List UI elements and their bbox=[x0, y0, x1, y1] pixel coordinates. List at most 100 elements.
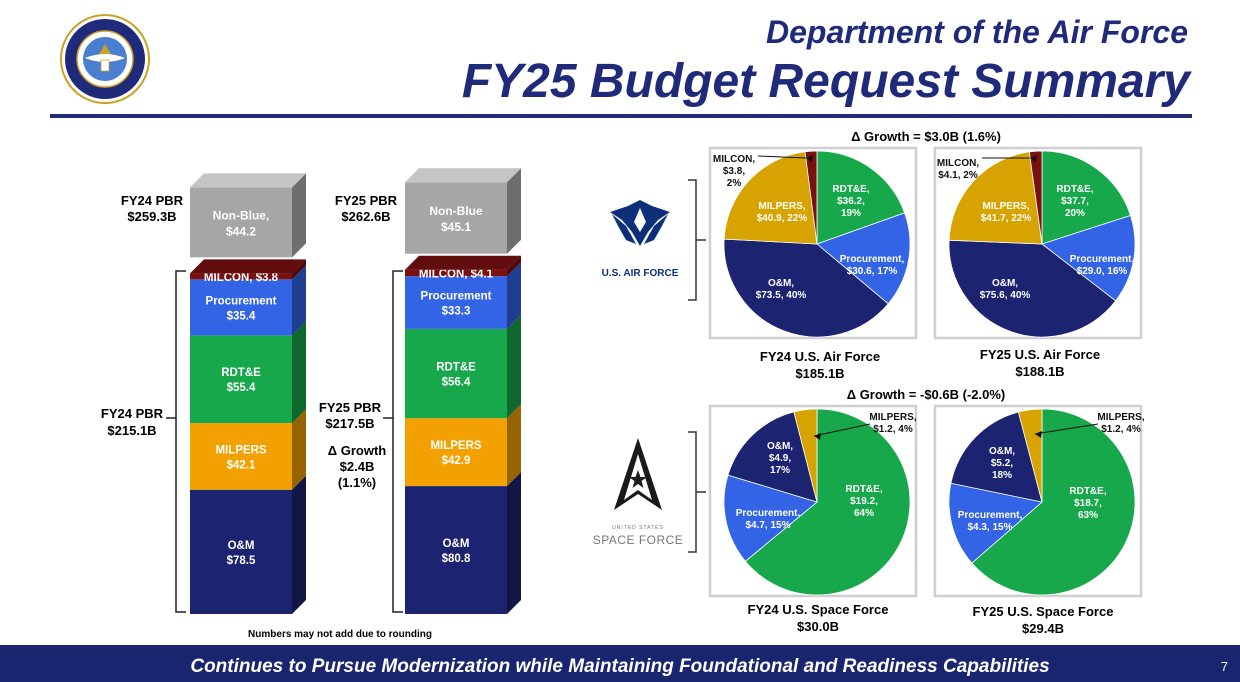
fy25-total-name: FY25 PBR bbox=[335, 193, 398, 208]
stacked-bar-chart: O&M $78.5 MILPERS $42.1 RDT&E $55.4 Procuremen… bbox=[190, 168, 521, 614]
pie-slice-procurement-fy25-u-s-air-force bbox=[1041, 214, 1136, 302]
pie-fy24-u-s-space-force: RDT&E, $19.2, 64% Procurement, $4.7, 15% O&M,… bbox=[723, 408, 917, 596]
non-blue-side-fy24-pbr bbox=[292, 173, 306, 258]
non-blue-side-fy25-pbr bbox=[507, 168, 521, 254]
bar-fy24-pbr: O&M $78.5 MILPERS $42.1 RDT&E $55.4 Procuremen… bbox=[190, 259, 306, 614]
bar-side-rdtande-fy24-pbr bbox=[292, 321, 306, 424]
non-blue-fy25-pbr: Non-Blue $45.1 bbox=[405, 168, 521, 254]
bar-fy25-pbr: O&M $80.8 MILPERS $42.9 RDT&E $56.4 Procuremen… bbox=[405, 255, 521, 614]
pie-slice-milcon-fy24-u-s-air-force bbox=[804, 150, 818, 245]
bar-label-milpers-fy24-pbr: MILPERS bbox=[215, 444, 266, 456]
fy25-blue-value: $217.5B bbox=[325, 416, 374, 431]
header-title-department: Department of the Air Force bbox=[766, 14, 1188, 50]
growth-label: Δ Growth bbox=[328, 443, 387, 458]
fy24-total-value: $259.3B bbox=[127, 209, 176, 224]
pie-fy24-u-s-air-force: RDT&E, $36.2, 19% Procurement, $30.6, 17% O&M… bbox=[713, 150, 911, 338]
non-blue-value-fy25-pbr: $45.1 bbox=[441, 220, 471, 234]
pie-fy25-u-s-air-force: RDT&E, $37.7, 20% Procurement, $29.0, 16% O&M… bbox=[937, 150, 1136, 338]
header-title-summary: FY25 Budget Request Summary bbox=[461, 55, 1190, 108]
pie-slice-rdtande-fy25-u-s-air-force bbox=[1041, 150, 1132, 245]
bar-value-oandm-fy24-pbr: $78.5 bbox=[227, 555, 256, 567]
pie-label-rdtande-fy25-u-s-air-force: RDT&E, $37.7, 20% bbox=[1056, 184, 1093, 219]
bar-label-procurement-fy25-pbr: Procurement bbox=[421, 291, 492, 303]
pie-leader-milpers-fy25-u-s-space-force bbox=[1034, 423, 1099, 435]
pie-leader-arrow-milpers-fy25-u-s-space-force bbox=[1035, 431, 1042, 438]
pie-label-milpers-fy25-u-s-space-force: MILPERS, $1.2, 4% bbox=[1097, 412, 1144, 435]
ussf-growth-header: Δ Growth = -$0.6B (-2.0%) bbox=[847, 387, 1006, 402]
pie-total-fy24-ussf: $30.0B bbox=[797, 619, 839, 634]
page-number: 7 bbox=[1220, 659, 1228, 674]
pie-label-milpers-fy24-u-s-space-force: MILPERS, $1.2, 4% bbox=[869, 412, 916, 435]
budget-charts: O&M $78.5 MILPERS $42.1 RDT&E $55.4 Procuremen… bbox=[101, 129, 1145, 640]
pie-total-fy25-usaf: $188.1B bbox=[1015, 364, 1064, 379]
usaf-growth-header: Δ Growth = $3.0B (1.6%) bbox=[851, 129, 1001, 144]
bar-value-milpers-fy25-pbr: $42.9 bbox=[442, 455, 471, 467]
pie-title-fy25-usaf: FY25 U.S. Air Force bbox=[980, 347, 1100, 362]
bar-segment-procurement-fy24-pbr bbox=[190, 279, 292, 336]
bar-label-milpers-fy25-pbr: MILPERS bbox=[430, 440, 481, 452]
pie-label-milcon-fy25-u-s-air-force: MILCON, $4.1, 2% bbox=[937, 158, 979, 181]
bar-value-rdtande-fy24-pbr: $55.4 bbox=[227, 382, 256, 394]
bar-segment-rdtande-fy24-pbr bbox=[190, 335, 292, 424]
pie-title-fy24-ussf: FY24 U.S. Space Force bbox=[748, 602, 889, 617]
pie-leader-arrow-milpers-fy24-u-s-space-force bbox=[814, 433, 821, 440]
footer-bar: Continues to Pursue Modernization while … bbox=[0, 645, 1240, 682]
pie-slice-milpers-fy24-u-s-space-force bbox=[793, 408, 818, 503]
bar-label-oandm-fy24-pbr: O&M bbox=[228, 540, 255, 552]
ussf-brace bbox=[688, 431, 697, 553]
bar-segment-rdtande-fy25-pbr bbox=[405, 328, 507, 419]
bar-segment-oandm-fy25-pbr bbox=[405, 486, 507, 614]
fy25-blue-bracket bbox=[392, 270, 403, 613]
bar-value-rdtande-fy25-pbr: $56.4 bbox=[442, 377, 471, 389]
bar-segment-milcon-fy24-pbr bbox=[190, 273, 292, 280]
pie-total-fy25-ussf: $29.4B bbox=[1022, 621, 1064, 636]
pie-label-milpers-fy25-u-s-air-force: MILPERS, $41.7, 22% bbox=[981, 201, 1032, 224]
non-blue-top-fy25-pbr bbox=[405, 168, 521, 183]
rounding-note: Numbers may not add due to rounding bbox=[248, 629, 432, 640]
growth-value: $2.4B bbox=[340, 459, 375, 474]
fy24-blue-value: $215.1B bbox=[107, 423, 156, 438]
bar-top-fy25-pbr bbox=[405, 255, 521, 270]
fy24-total-name: FY24 PBR bbox=[121, 193, 184, 208]
pie-slice-oandm-fy25-u-s-space-force bbox=[950, 411, 1043, 503]
non-blue-value-fy24-pbr: $44.2 bbox=[226, 224, 256, 238]
fy25-blue-name: FY25 PBR bbox=[319, 400, 382, 415]
pie-slice-milpers-fy24-u-s-air-force bbox=[723, 151, 818, 245]
pie-label-rdtande-fy24-u-s-air-force: RDT&E, $36.2, 19% bbox=[832, 184, 869, 219]
pie-title-fy24-usaf: FY24 U.S. Air Force bbox=[760, 349, 880, 364]
bar-side-milcon-fy25-pbr bbox=[507, 255, 521, 277]
non-blue-box-fy25-pbr bbox=[405, 182, 507, 254]
bar-side-oandm-fy24-pbr bbox=[292, 475, 306, 614]
bar-label-rdtande-fy25-pbr: RDT&E bbox=[436, 362, 476, 374]
pie-total-fy24-usaf: $185.1B bbox=[795, 366, 844, 381]
ussf-logo-small-text: UNITED STATES bbox=[612, 525, 664, 531]
pie-slice-oandm-fy24-u-s-air-force bbox=[723, 238, 889, 338]
pie-slice-oandm-fy24-u-s-space-force bbox=[727, 411, 818, 503]
pie-label-procurement-fy25-u-s-air-force: Procurement, $29.0, 16% bbox=[1070, 254, 1135, 277]
bar-side-oandm-fy25-pbr bbox=[507, 472, 521, 614]
bar-side-milpers-fy25-pbr bbox=[507, 404, 521, 487]
pie-label-milcon-fy24-u-s-air-force: MILCON, $3.8, 2% bbox=[713, 154, 755, 189]
footer-text: Continues to Pursue Modernization while … bbox=[190, 656, 1050, 677]
pie-slice-procurement-fy25-u-s-space-force bbox=[948, 482, 1043, 564]
bar-segment-oandm-fy24-pbr bbox=[190, 489, 292, 614]
pie-slice-oandm-fy25-u-s-air-force bbox=[948, 239, 1117, 338]
bar-value-oandm-fy25-pbr: $80.8 bbox=[442, 553, 471, 565]
pie-label-milpers-fy24-u-s-air-force: MILPERS, $40.9, 22% bbox=[757, 201, 808, 224]
pie-slice-milpers-fy25-u-s-air-force bbox=[948, 151, 1043, 245]
pie-slice-procurement-fy24-u-s-air-force bbox=[816, 212, 911, 305]
pie-slice-rdtande-fy24-u-s-air-force bbox=[816, 150, 906, 245]
bar-segment-procurement-fy25-pbr bbox=[405, 276, 507, 329]
non-blue-box-fy24-pbr bbox=[190, 187, 292, 258]
non-blue-label-fy25-pbr: Non-Blue bbox=[429, 204, 483, 218]
bar-segment-milcon-fy25-pbr bbox=[405, 269, 507, 277]
ussf-logo: UNITED STATES SPACE FORCE bbox=[593, 438, 683, 547]
pie-label-procurement-fy25-u-s-space-force: Procurement, $4.3, 15% bbox=[958, 510, 1023, 533]
bar-label-procurement-fy24-pbr: Procurement bbox=[206, 295, 277, 307]
bar-value-milpers-fy24-pbr: $42.1 bbox=[227, 459, 256, 471]
bar-segment-milpers-fy25-pbr bbox=[405, 418, 507, 487]
non-blue-top-fy24-pbr bbox=[190, 173, 306, 188]
pie-label-rdtande-fy25-u-s-space-force: RDT&E, $18.7, 63% bbox=[1069, 486, 1106, 521]
usaf-logo: U.S. AIR FORCE bbox=[602, 200, 679, 279]
pie-label-oandm-fy25-u-s-space-force: O&M, $5.2, 18% bbox=[989, 446, 1015, 481]
